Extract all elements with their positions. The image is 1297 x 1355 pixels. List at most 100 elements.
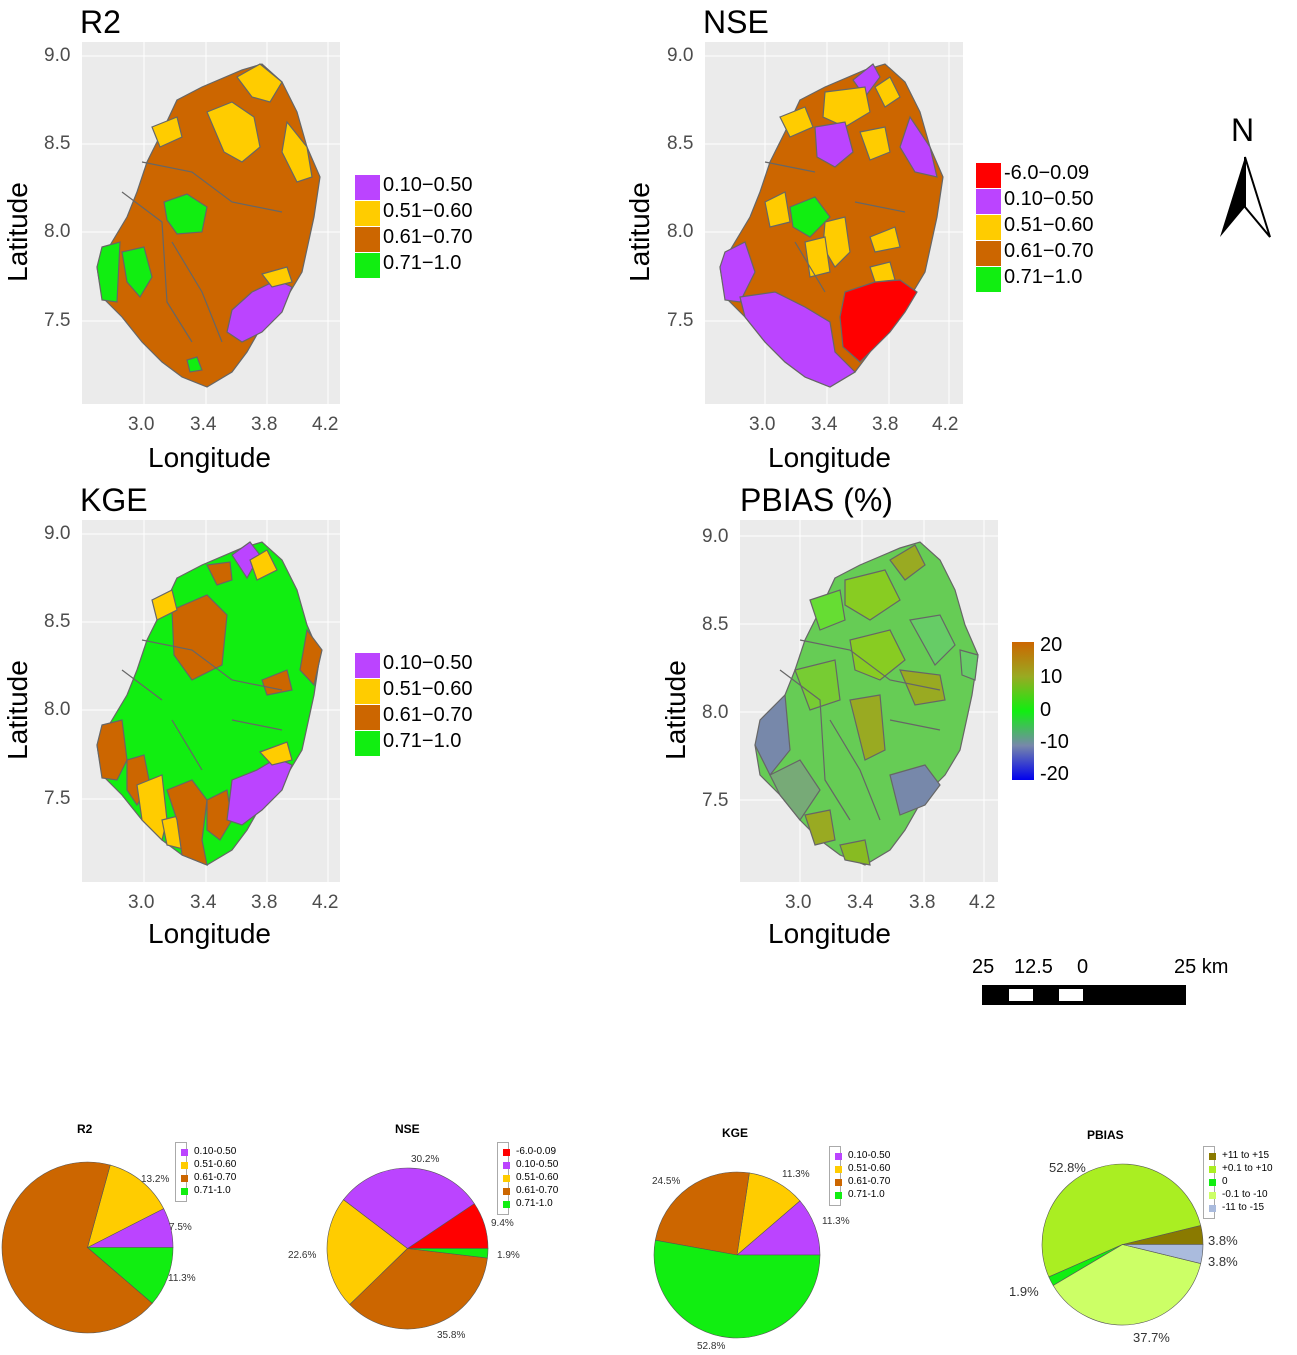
pie-data-label: 30.2% (411, 1154, 440, 1165)
legend-label: 0.51−0.60 (1004, 214, 1094, 236)
xtick-label: 3.4 (190, 892, 217, 913)
legend-swatch (355, 201, 380, 226)
pie-legend: 0.10-0.50 0.51-0.60 0.61-0.70 0.71-1.0 (175, 1142, 236, 1202)
pie-data-label: 11.3% (782, 1169, 810, 1180)
legend-label: 0.71−1.0 (383, 252, 462, 274)
pie-legend-label: 0.51-0.60 (516, 1172, 559, 1183)
y-axis-title: Latitude (623, 182, 655, 282)
pie-legend-label: 0.51-0.60 (194, 1159, 237, 1170)
pie-slice (349, 1248, 488, 1330)
pie-legend-swatch (1209, 1179, 1216, 1186)
ytick-label: 9.0 (44, 45, 71, 66)
pie-legend-label: +0.1 to +10 (1222, 1163, 1273, 1174)
pie-slice (326, 1199, 408, 1305)
legend-label: 0.10−0.50 (1004, 188, 1094, 210)
y-axis-title: Latitude (1, 182, 33, 282)
pie-legend-label: 0.71-1.0 (194, 1185, 231, 1196)
ytick-label: 8.0 (44, 221, 71, 242)
pie-legend-swatch (181, 1175, 188, 1182)
legend-swatch (976, 215, 1001, 240)
north-label: N (1231, 112, 1255, 148)
pie-data-label: 9.4% (491, 1218, 514, 1229)
scale-bar-label: 25 (972, 956, 995, 978)
colorbar-label: 0 (1040, 699, 1052, 721)
ytick-label: 9.0 (44, 523, 71, 544)
pie-legend-swatch (181, 1149, 188, 1156)
pie-legend-label: 0.71-1.0 (516, 1198, 553, 1209)
plot-area (705, 42, 963, 404)
xtick-label: 3.0 (128, 892, 155, 913)
pie-title: KGE (722, 1126, 749, 1140)
pie-legend-label: 0.71-1.0 (848, 1189, 885, 1200)
plot-area (740, 520, 998, 882)
pie-slice (407, 1248, 489, 1259)
map-svg (82, 42, 340, 404)
ytick-label: 8.0 (667, 221, 694, 242)
ytick-label: 7.5 (44, 310, 71, 331)
xtick-label: 3.8 (251, 414, 278, 435)
ytick-label: 7.5 (702, 790, 729, 811)
pie-legend-swatch (181, 1162, 188, 1169)
pie-slice (654, 1171, 750, 1256)
scale-bar-label: 0 (1077, 956, 1089, 978)
pie-data-label: 3.8% (1208, 1233, 1238, 1248)
x-axis-title: Longitude (768, 918, 892, 949)
pie-legend-swatch (503, 1201, 510, 1208)
colorbar-label: 20 (1040, 634, 1063, 656)
pie-legend-swatch (181, 1188, 188, 1195)
ytick-label: 8.0 (702, 702, 729, 723)
colorbar-label: 10 (1040, 666, 1063, 688)
scale-bar-label: 25 km (1174, 956, 1229, 978)
map-title: PBIAS (%) (740, 482, 893, 518)
pie-slice (1052, 1244, 1202, 1326)
pie-data-label: 7.5% (169, 1222, 192, 1233)
pie-legend-swatch (1209, 1205, 1216, 1212)
legend-label: 0.61−0.70 (383, 704, 473, 726)
pie-legend-label: 0.61-0.70 (848, 1176, 891, 1187)
legend-swatch (355, 175, 380, 200)
colorbar-label: -10 (1040, 731, 1069, 753)
pie-legend: 0.10-0.50 0.51-0.60 0.61-0.70 0.71-1.0 (829, 1146, 890, 1206)
ytick-label: 8.5 (667, 133, 694, 154)
x-axis-title: Longitude (148, 442, 272, 473)
x-axis-title: Longitude (148, 918, 272, 949)
pie-svg (326, 1167, 489, 1330)
pie-svg (653, 1171, 821, 1339)
pie-legend-swatch (503, 1149, 510, 1156)
xtick-label: 4.2 (969, 892, 996, 913)
legend-label: 0.51−0.60 (383, 200, 473, 222)
pie-legend-swatch (835, 1179, 842, 1186)
pie-legend-label: 0.10-0.50 (516, 1159, 559, 1170)
pie-legend-swatch (1209, 1166, 1216, 1173)
ytick-label: 7.5 (44, 788, 71, 809)
scale-bar-graphic (982, 985, 1186, 1005)
xtick-label: 3.4 (811, 414, 838, 435)
ytick-label: 8.5 (702, 614, 729, 635)
xtick-label: 4.2 (312, 414, 339, 435)
pie-legend-swatch (1209, 1153, 1216, 1160)
legend-label: 0.61−0.70 (383, 226, 473, 248)
legend-label: -6.0−0.09 (1004, 162, 1090, 184)
ytick-label: 9.0 (667, 45, 694, 66)
pie-legend-label: 0.61-0.70 (194, 1172, 237, 1183)
ytick-label: 9.0 (702, 526, 729, 547)
pie-legend-label: 0.10-0.50 (194, 1146, 237, 1157)
pie-data-label: 35.8% (437, 1330, 466, 1341)
ytick-label: 7.5 (667, 310, 694, 331)
xtick-label: 3.8 (251, 892, 278, 913)
legend-label: 0.61−0.70 (1004, 240, 1094, 262)
pie-legend-swatch (835, 1192, 842, 1199)
plot-area (82, 520, 340, 882)
pie-slice (1, 1161, 153, 1334)
pie-slice (343, 1167, 475, 1249)
pie-data-label: 11.3% (822, 1216, 850, 1227)
pie-legend-label: 0.61-0.70 (516, 1185, 559, 1196)
pie-data-label: 1.9% (497, 1250, 520, 1261)
x-axis-title: Longitude (768, 442, 892, 473)
map-title: KGE (80, 482, 148, 518)
legend-swatch (976, 267, 1001, 292)
pie-legend: -6.0-0.09 0.10-0.50 0.51-0.60 0.61-0.70 … (497, 1142, 558, 1215)
legend-label: 0.71−1.0 (1004, 266, 1083, 288)
xtick-label: 3.0 (785, 892, 812, 913)
map-svg (740, 520, 998, 882)
